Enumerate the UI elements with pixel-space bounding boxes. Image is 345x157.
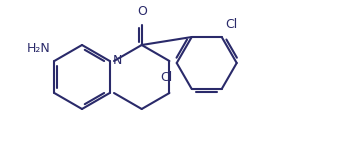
Text: H₂N: H₂N xyxy=(27,42,50,55)
Text: Cl: Cl xyxy=(160,71,173,84)
Text: Cl: Cl xyxy=(226,18,238,31)
Text: N: N xyxy=(113,54,122,68)
Text: O: O xyxy=(137,5,147,18)
